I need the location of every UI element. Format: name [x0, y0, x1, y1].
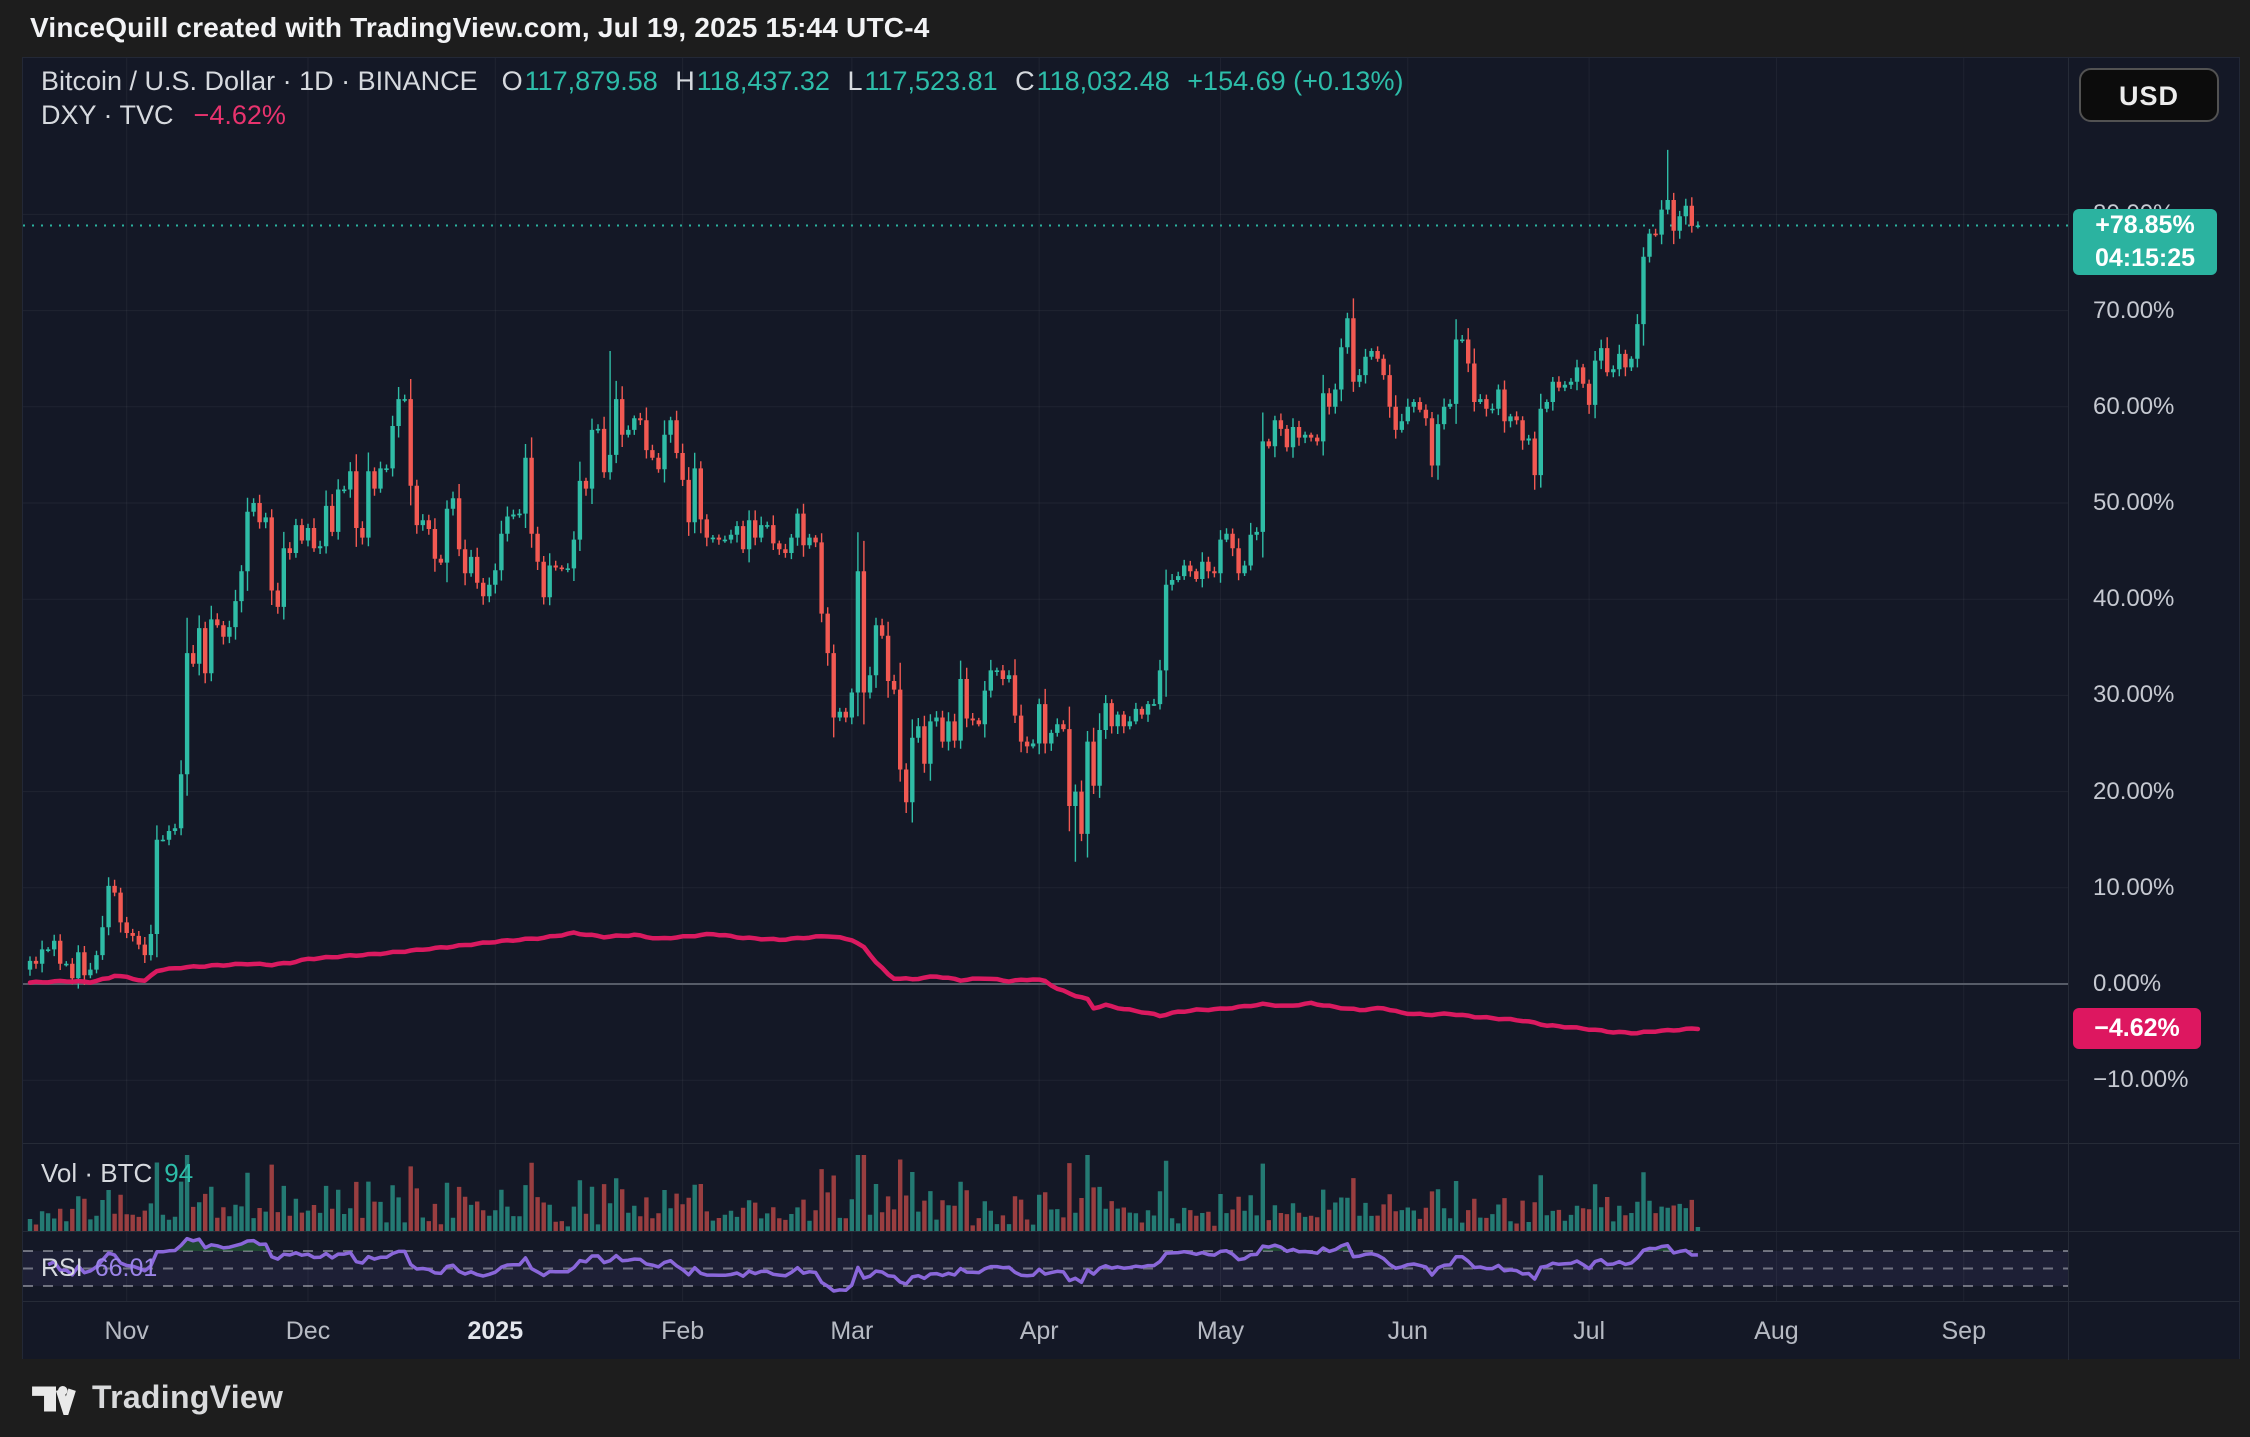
tradingview-brand-text[interactable]: TradingView — [92, 1379, 284, 1415]
time-axis-label: Apr — [1019, 1317, 1059, 1345]
rsi-label: RSI — [41, 1254, 83, 1282]
time-axis-label: Jun — [1387, 1317, 1428, 1345]
high-label: H — [675, 65, 695, 96]
legend-overlay-row[interactable]: DXY · TVC −4.62% — [41, 98, 1403, 132]
attribution-bar: VinceQuill created with TradingView.com,… — [0, 0, 2250, 57]
price-axis-tick: 50.00% — [2093, 489, 2175, 516]
time-axis-label: Aug — [1754, 1317, 1799, 1345]
rsi-overbought-fill — [48, 1238, 1698, 1251]
grid-lines — [23, 58, 2068, 1301]
price-axis-tick: −10.00% — [2093, 1066, 2189, 1094]
time-axis-label: 2025 — [467, 1317, 524, 1345]
open-label: O — [501, 65, 523, 96]
price-axis-tick: 10.00% — [2093, 873, 2175, 901]
high-value: 118,437.32 — [696, 65, 830, 96]
time-axis-label: Jul — [1573, 1317, 1606, 1345]
price-axis-tick: 30.00% — [2093, 681, 2175, 709]
time-axis[interactable]: Nov Dec 2025 Feb Mar Apr May Jun Jul Aug Sep — [23, 1301, 2239, 1361]
low-label: L — [847, 65, 863, 96]
time-axis-label: Dec — [285, 1317, 331, 1345]
dxy-price-value: −4.62% — [2094, 1014, 2180, 1042]
overlay-change: −4.62% — [193, 99, 286, 130]
price-axis[interactable]: 80.00%70.00%60.00%50.00%40.00%30.00%20.0… — [2068, 58, 2239, 1360]
tradingview-logo-icon[interactable] — [30, 1383, 82, 1415]
volume-value: 94 — [164, 1158, 194, 1188]
change-value: +154.69 (+0.13%) — [1187, 65, 1404, 96]
legend: Bitcoin / U.S. Dollar · 1D · BINANCE O11… — [41, 64, 1403, 132]
price-axis-tick: 0.00% — [2093, 970, 2162, 997]
time-axis-label: Mar — [830, 1317, 874, 1345]
last-price-value: +78.85% — [2095, 211, 2195, 239]
price-axis-tick: 20.00% — [2093, 777, 2175, 805]
rsi-value: 66.01 — [94, 1254, 158, 1282]
last-price-badge: +78.85% 04:15:25 — [2073, 209, 2217, 275]
pane-separator[interactable] — [23, 1143, 2239, 1144]
volume-bars-up — [27, 1155, 1701, 1231]
currency-toggle-button[interactable]: USD — [2079, 68, 2219, 122]
low-value: 117,523.81 — [864, 65, 998, 96]
attribution-text: VinceQuill created with TradingView.com,… — [30, 12, 930, 43]
volume-bars-down — [33, 1155, 1694, 1231]
bar-countdown: 04:15:25 — [2094, 244, 2196, 272]
overlay-symbol[interactable]: DXY · TVC — [41, 99, 174, 130]
volume-legend[interactable]: Vol · BTC 94 — [41, 1158, 193, 1189]
pane-separator[interactable] — [23, 1231, 2239, 1232]
symbol-title[interactable]: Bitcoin / U.S. Dollar · 1D · BINANCE — [41, 65, 478, 96]
axis-separator — [2068, 58, 2069, 1360]
close-value: 118,032.48 — [1036, 65, 1170, 96]
time-axis-label: Nov — [104, 1317, 149, 1345]
legend-symbol-row[interactable]: Bitcoin / U.S. Dollar · 1D · BINANCE O11… — [41, 64, 1403, 98]
dxy-price-badge: −4.62% — [2073, 1008, 2201, 1049]
price-axis-tick: 70.00% — [2093, 296, 2175, 324]
rsi-legend[interactable]: RSI 66.01 — [41, 1254, 157, 1283]
time-axis-label: Feb — [661, 1317, 705, 1345]
chart-plot-area[interactable] — [23, 58, 2068, 1301]
price-axis-tick: 40.00% — [2093, 585, 2175, 613]
close-label: C — [1015, 65, 1035, 96]
open-value: 117,879.58 — [524, 65, 658, 96]
dxy-line — [27, 930, 1701, 1036]
time-axis-label: Sep — [1941, 1317, 1986, 1345]
candles-down — [33, 192, 1694, 985]
price-axis-tick: 60.00% — [2093, 392, 2175, 420]
rsi-line — [47, 1236, 1698, 1293]
chart-widget[interactable]: Bitcoin / U.S. Dollar · 1D · BINANCE O11… — [22, 57, 2240, 1361]
volume-label: Vol · BTC — [41, 1158, 153, 1188]
footer-bar: TradingView — [0, 1359, 2250, 1437]
time-axis-label: May — [1196, 1317, 1245, 1345]
